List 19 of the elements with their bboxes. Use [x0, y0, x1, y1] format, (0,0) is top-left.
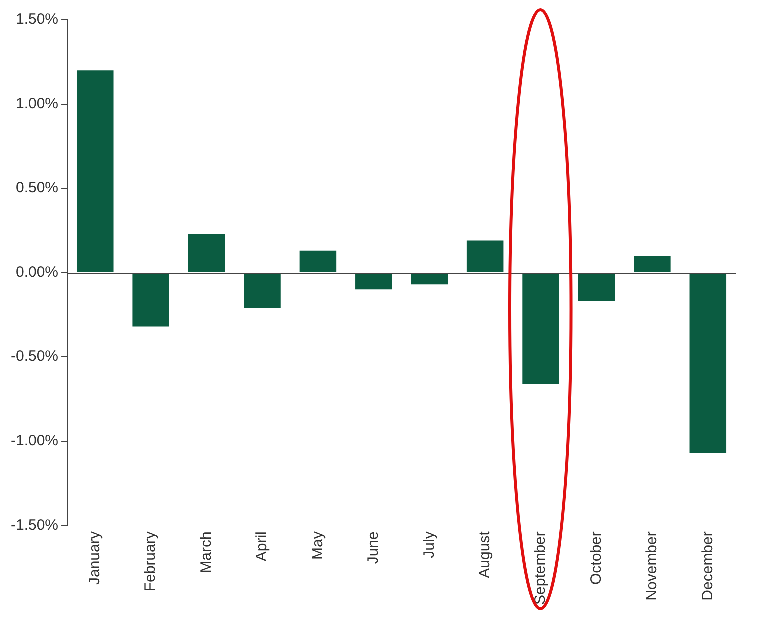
y-tick-label: 1.00%: [16, 95, 59, 112]
x-tick-label: September: [532, 532, 550, 605]
y-tick-label: -0.50%: [10, 348, 59, 366]
x-tick-label: January: [86, 531, 104, 585]
x-tick-label: July: [420, 531, 438, 558]
y-tick-label: 1.50%: [16, 11, 59, 28]
x-tick-label: June: [365, 532, 382, 564]
y-tick-label: 0.50%: [16, 180, 59, 197]
x-tick-label: May: [309, 531, 326, 560]
y-tick-label: 0.00%: [16, 264, 59, 281]
y-tick-label: -1.00%: [10, 432, 59, 450]
x-tick-label: December: [699, 532, 716, 601]
x-tick-label: November: [644, 532, 661, 601]
x-tick-label: March: [198, 532, 215, 574]
x-tick-label: October: [588, 532, 605, 585]
y-tick-label: -1.50%: [10, 516, 59, 534]
x-tick-label: August: [476, 530, 494, 578]
x-tick-label: April: [254, 532, 271, 562]
x-tick-label: February: [142, 531, 160, 592]
